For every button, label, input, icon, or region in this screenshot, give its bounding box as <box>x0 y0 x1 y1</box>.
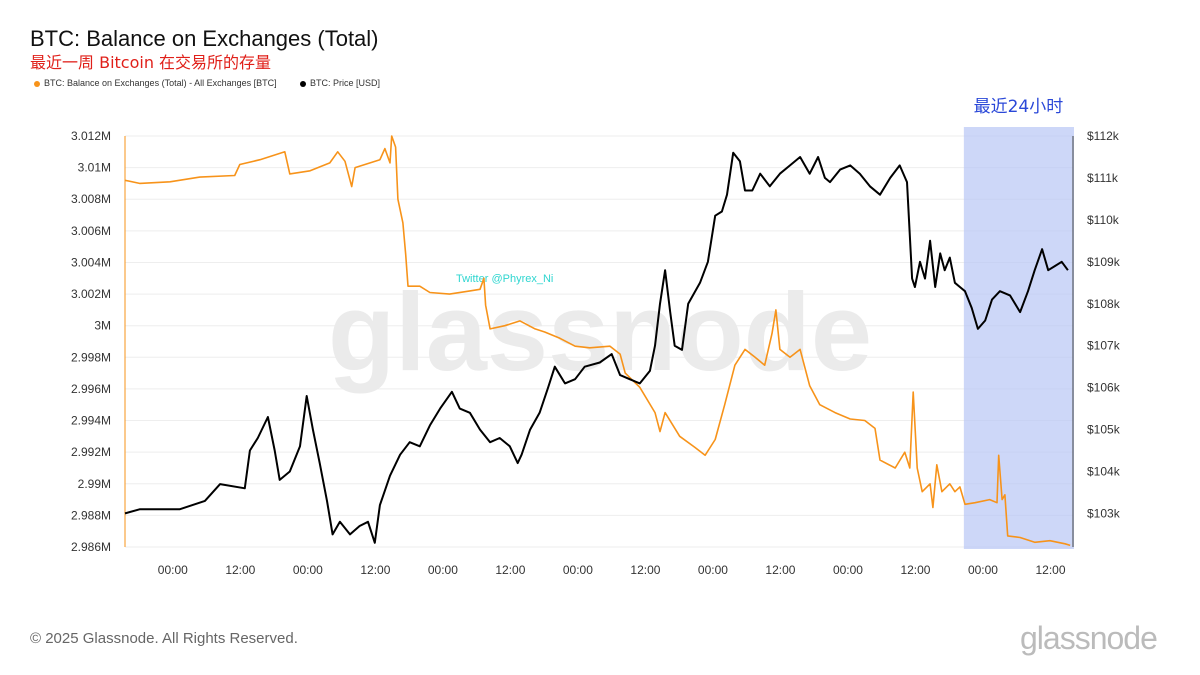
twitter-watermark: Twitter @Phyrex_Ni <box>456 273 553 285</box>
y-left-tick-label: 2.992M <box>71 445 111 459</box>
x-tick-label: 12:00 <box>225 563 255 577</box>
y-left-tick-label: 3.006M <box>71 224 111 238</box>
y-right-tick-label: $110k <box>1087 213 1120 227</box>
legend-label: BTC: Price [USD] <box>310 78 381 88</box>
legend-item-balance[interactable]: BTC: Balance on Exchanges (Total) - All … <box>34 78 277 89</box>
y-left-tick-label: 3.008M <box>71 192 111 206</box>
y-left-tick-label: 3M <box>94 319 111 333</box>
chart-subtitle: 最近一周 Bitcoin 在交易所的存量 <box>30 53 272 72</box>
x-tick-label: 00:00 <box>158 563 188 577</box>
y-left-tick-label: 3.01M <box>78 161 111 175</box>
y-left-tick-label: 2.996M <box>71 382 111 396</box>
y-left-tick-label: 2.986M <box>71 540 111 554</box>
y-right-tick-label: $107k <box>1087 339 1121 353</box>
y-left-tick-label: 2.994M <box>71 414 111 428</box>
x-tick-label: 12:00 <box>360 563 390 577</box>
x-tick-label: 00:00 <box>968 563 998 577</box>
copyright-footer: © 2025 Glassnode. All Rights Reserved. <box>30 630 298 647</box>
y-right-tick-label: $105k <box>1087 423 1121 437</box>
x-tick-label: 00:00 <box>563 563 593 577</box>
y-right-tick-label: $109k <box>1087 255 1121 269</box>
x-tick-label: 12:00 <box>765 563 795 577</box>
highlight-annotation: 最近24小时 <box>974 97 1064 117</box>
watermark: glassnode <box>328 271 872 394</box>
legend-label: BTC: Balance on Exchanges (Total) - All … <box>44 78 277 88</box>
glassnode-logo: glassnode <box>1020 620 1158 656</box>
chart-title: BTC: Balance on Exchanges (Total) <box>30 26 379 51</box>
y-right-tick-label: $108k <box>1087 297 1121 311</box>
legend-dot-orange <box>34 80 40 87</box>
y-right-tick-label: $104k <box>1087 465 1121 479</box>
balance-line <box>124 135 1071 547</box>
y-right-tick-label: $103k <box>1087 506 1121 520</box>
price-line <box>124 151 1069 544</box>
x-tick-label: 12:00 <box>900 563 930 577</box>
x-tick-label: 00:00 <box>428 563 458 577</box>
x-tick-label: 12:00 <box>1035 563 1065 577</box>
y-right-tick-label: $111k <box>1087 171 1119 185</box>
x-tick-label: 12:00 <box>495 563 525 577</box>
y-left-tick-label: 3.012M <box>71 129 111 143</box>
y-left-tick-label: 2.99M <box>78 477 111 491</box>
y-right-tick-label: $112k <box>1087 129 1120 143</box>
x-tick-label: 12:00 <box>630 563 660 577</box>
x-tick-label: 00:00 <box>293 563 323 577</box>
x-tick-label: 00:00 <box>833 563 863 577</box>
y-left-tick-label: 2.988M <box>71 508 111 522</box>
y-left-tick-label: 2.998M <box>71 350 111 364</box>
legend-item-price[interactable]: BTC: Price [USD] <box>300 78 380 89</box>
last-24h-highlight <box>963 127 1074 549</box>
y-left-tick-label: 3.004M <box>71 255 111 269</box>
x-tick-label: 00:00 <box>698 563 728 577</box>
y-left-tick-label: 3.002M <box>71 287 111 301</box>
legend-dot-black <box>300 80 306 87</box>
y-right-tick-label: $106k <box>1087 381 1121 395</box>
